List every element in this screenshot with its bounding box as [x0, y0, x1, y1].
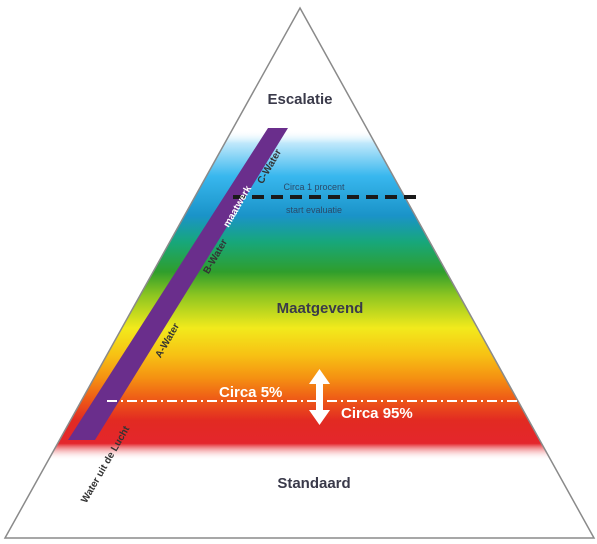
pyramid-outline: [3, 6, 596, 539]
maatwerk-band: [68, 128, 288, 440]
level-escalatie: Escalatie: [267, 91, 332, 108]
threshold-note-line2: start evaluatie: [286, 205, 342, 215]
percent-lower: Circa 95%: [341, 405, 413, 422]
percent-upper: Circa 5%: [219, 384, 282, 401]
threshold-note-line1: Circa 1 procent: [283, 182, 345, 192]
double-arrow-icon: [309, 369, 330, 425]
level-standaard: Standaard: [277, 475, 350, 492]
level-maatgevend: Maatgevend: [277, 300, 364, 317]
